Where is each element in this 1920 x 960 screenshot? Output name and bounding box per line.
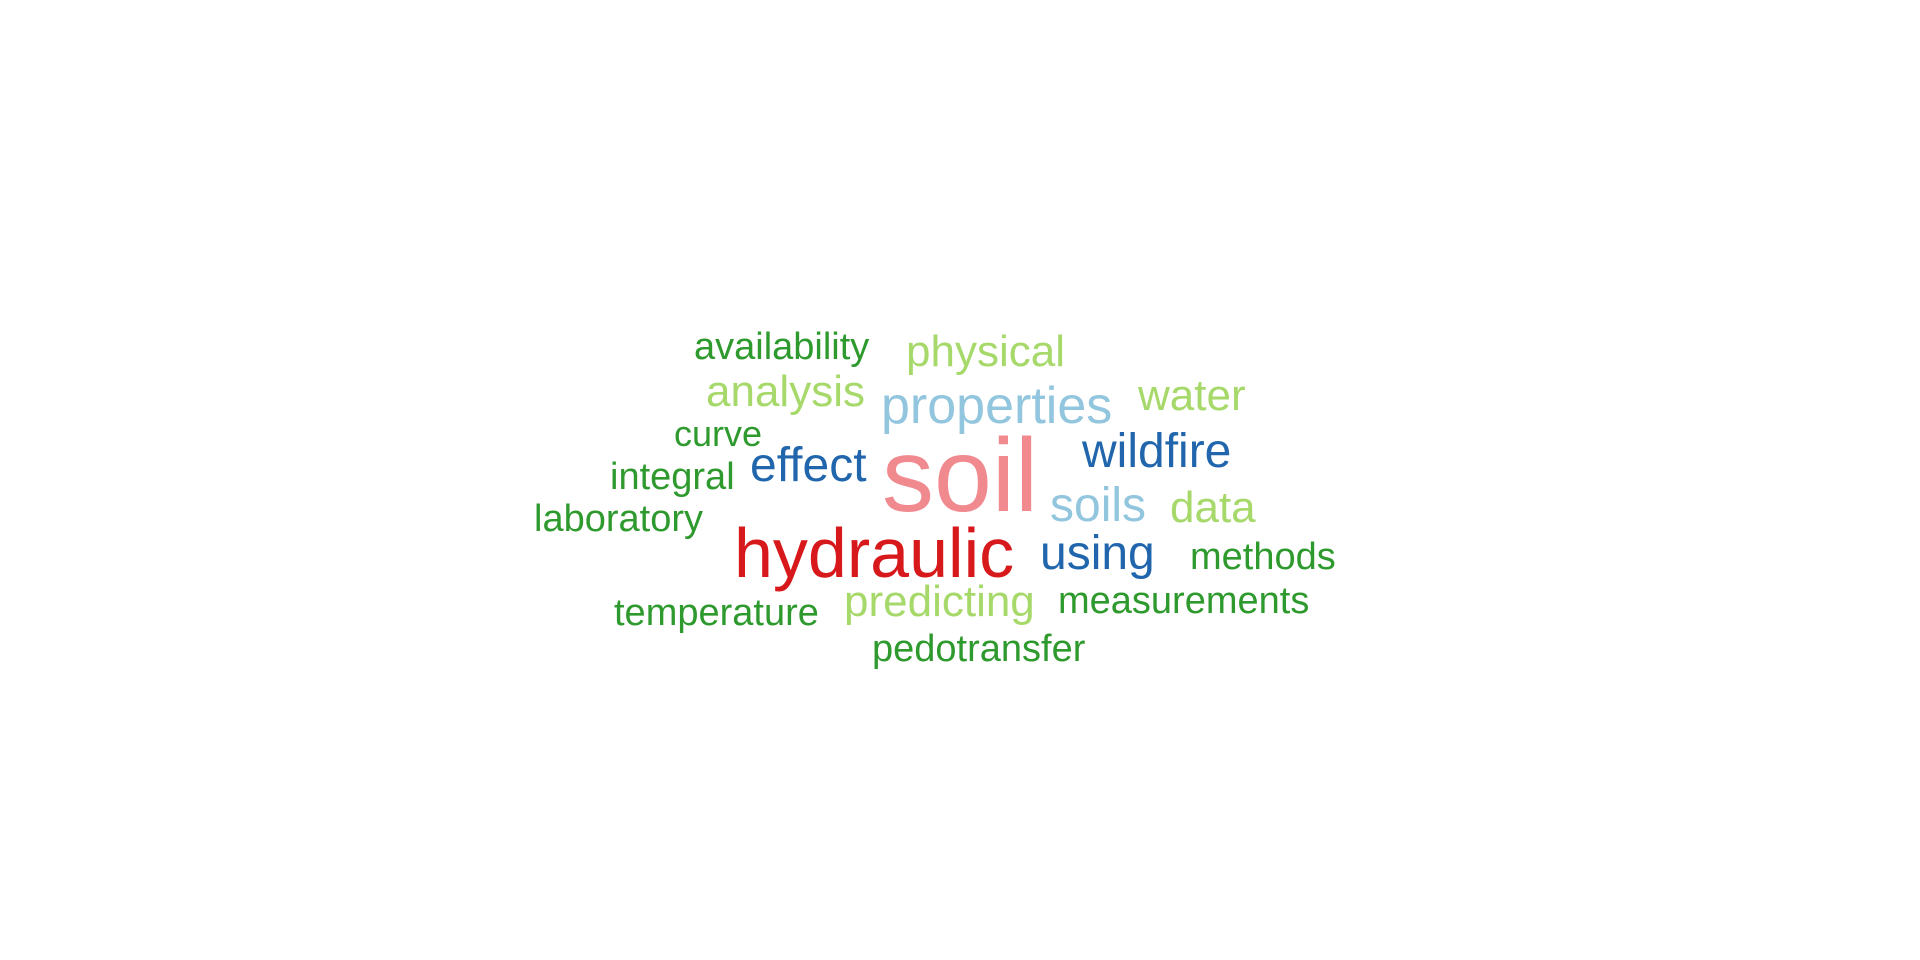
word-availability: availability bbox=[694, 326, 870, 368]
word-measurements: measurements bbox=[1058, 580, 1310, 622]
word-temperature: temperature bbox=[614, 592, 819, 634]
word-physical: physical bbox=[906, 327, 1065, 376]
word-properties: properties bbox=[881, 377, 1113, 435]
word-data: data bbox=[1170, 483, 1256, 532]
word-effect: effect bbox=[750, 439, 867, 492]
word-water: water bbox=[1138, 371, 1246, 420]
word-curve: curve bbox=[674, 413, 763, 454]
word-pedotransfer: pedotransfer bbox=[872, 628, 1086, 670]
word-analysis: analysis bbox=[706, 367, 865, 416]
word-hydraulic: hydraulic bbox=[734, 514, 1015, 592]
word-methods: methods bbox=[1190, 536, 1336, 578]
word-integral: integral bbox=[610, 456, 735, 498]
word-predicting: predicting bbox=[844, 577, 1035, 626]
word-wildfire: wildfire bbox=[1082, 425, 1232, 478]
word-using: using bbox=[1040, 527, 1155, 580]
word-soil: soil bbox=[882, 418, 1039, 534]
word-laboratory: laboratory bbox=[534, 498, 703, 540]
word-soils: soils bbox=[1050, 479, 1147, 532]
